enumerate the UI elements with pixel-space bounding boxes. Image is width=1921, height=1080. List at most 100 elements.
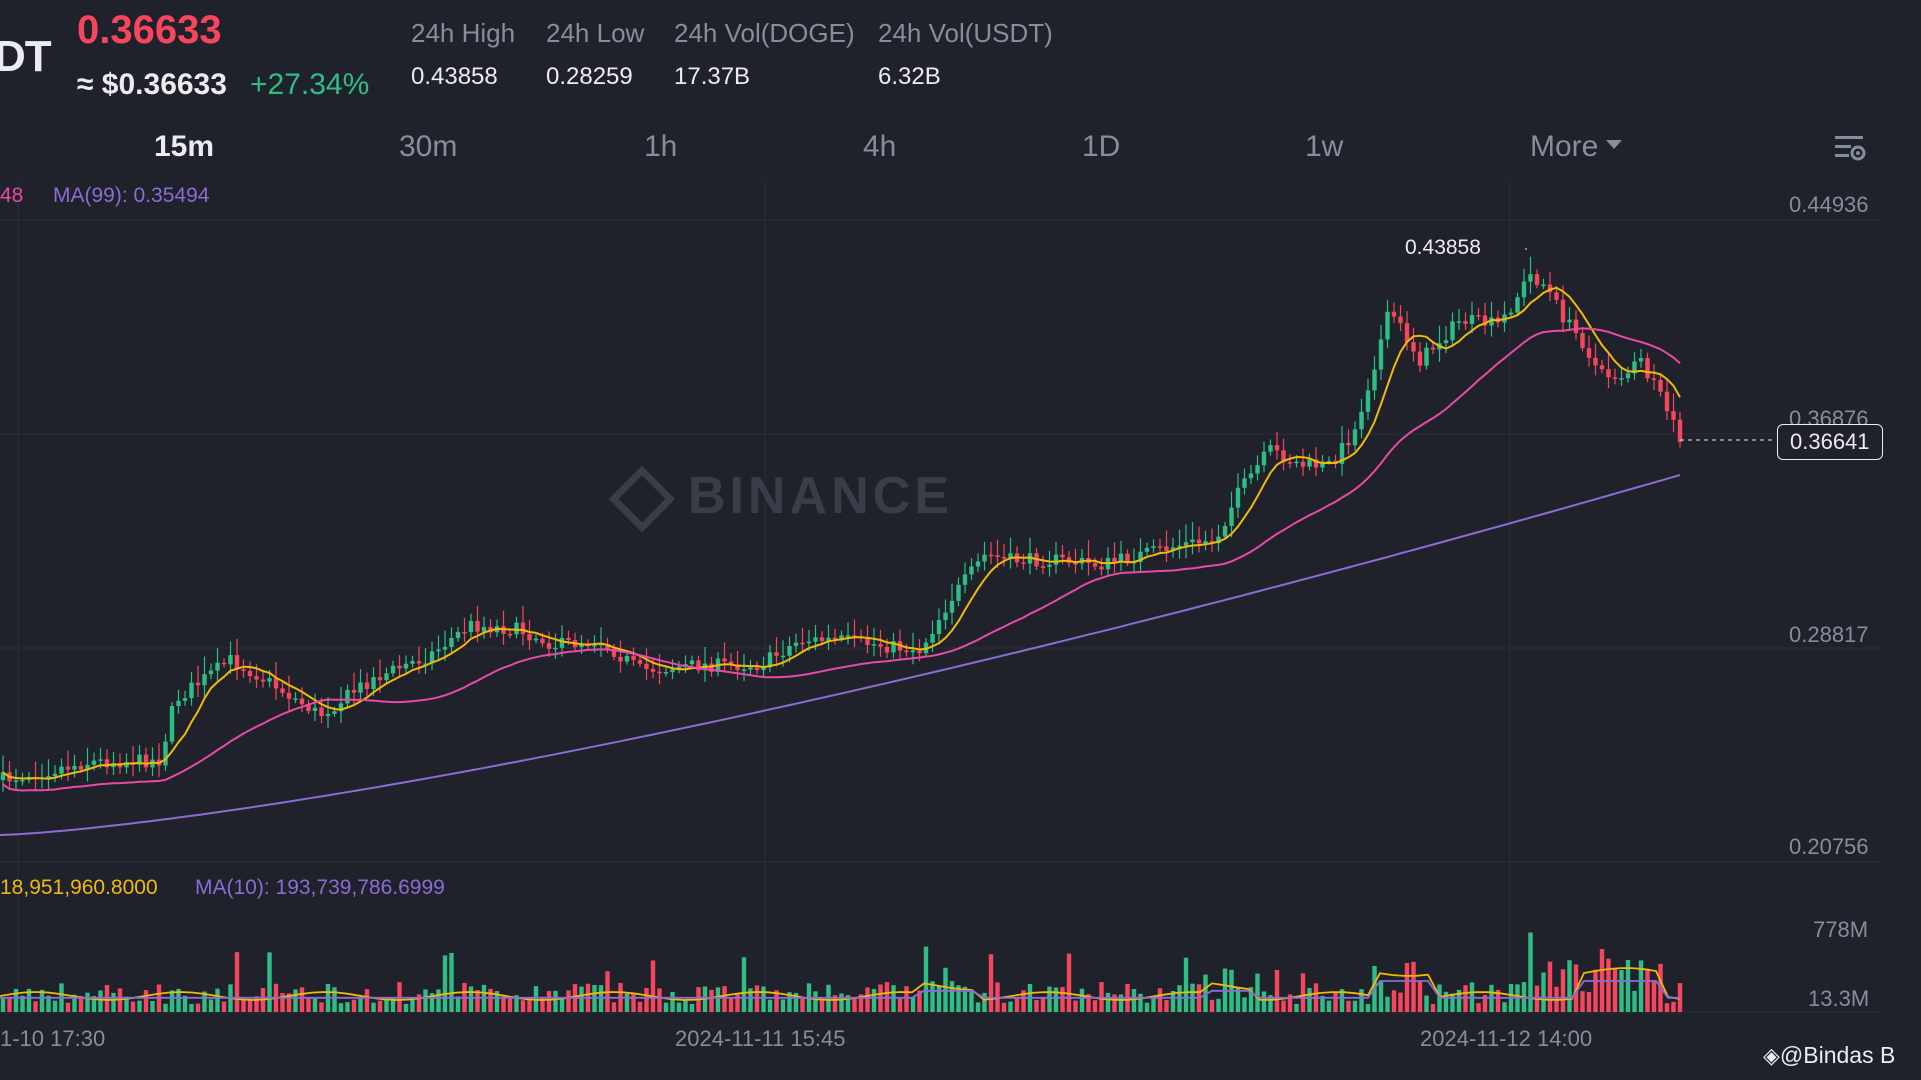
candle-body: [709, 663, 714, 672]
candle-body: [871, 644, 877, 646]
volume-bar: [663, 1002, 669, 1012]
volume-bar: [1346, 1000, 1351, 1012]
volume-bar: [1528, 932, 1533, 1012]
volume-bar: [546, 991, 552, 1012]
volume-bar: [91, 995, 97, 1012]
candle-body: [104, 759, 110, 768]
candle-body: [1222, 525, 1228, 537]
candle-body: [1196, 539, 1202, 544]
tab-30m[interactable]: 30m: [399, 130, 458, 163]
candle-body: [1235, 487, 1241, 508]
candle-body: [1151, 546, 1156, 548]
volume-bar: [813, 991, 818, 1012]
volume-bar: [1105, 992, 1111, 1012]
time-axis-label: 2024-11-11 15:45: [675, 1026, 846, 1051]
candle-body: [1326, 460, 1332, 463]
candle-body: [1261, 451, 1267, 466]
candle-body: [969, 566, 974, 575]
candle-body: [1586, 348, 1592, 358]
candle-body: [1554, 292, 1559, 300]
volume-bar: [553, 990, 558, 1012]
volume-bar: [169, 990, 175, 1012]
candle-body: [91, 760, 97, 765]
pair-name[interactable]: DT: [0, 32, 52, 81]
candle-body: [1411, 342, 1416, 352]
candle-body: [195, 682, 201, 686]
candle-body: [215, 662, 220, 671]
tab-4h[interactable]: 4h: [863, 130, 897, 163]
candle-body: [1521, 281, 1527, 298]
candle-body: [1144, 547, 1150, 552]
candle-body: [657, 671, 662, 674]
binance-logo-icon: ◈: [1763, 1043, 1780, 1068]
volume-bar: [234, 952, 240, 1012]
candle-body: [605, 643, 610, 649]
volume-bar: [78, 995, 84, 1012]
volume-bar: [436, 989, 441, 1012]
candle-body: [1625, 373, 1631, 379]
volume-bar: [1398, 992, 1403, 1012]
volume-bar: [286, 993, 292, 1012]
candle-body: [397, 665, 402, 669]
candle-body: [832, 637, 838, 640]
volume-bar: [1365, 1003, 1371, 1012]
candle-body: [59, 766, 64, 774]
candle-body: [1118, 553, 1124, 562]
tab-1w[interactable]: 1w: [1305, 130, 1344, 163]
volume-bar: [124, 996, 129, 1012]
candle-body: [1534, 274, 1540, 285]
watermark-logo-icon: [608, 465, 676, 533]
volume-bar: [780, 999, 786, 1012]
volume-bar: [1638, 960, 1644, 1012]
candle-body: [1463, 321, 1468, 324]
tab-more[interactable]: More: [1530, 130, 1623, 164]
stat-value: 0.43858: [411, 63, 498, 90]
candle-body: [1658, 380, 1663, 392]
tab-1d[interactable]: 1D: [1082, 130, 1121, 163]
candle-body: [137, 754, 142, 765]
tab-1h[interactable]: 1h: [644, 130, 678, 163]
author-credit: ◈@Bindas B: [1763, 1042, 1895, 1069]
change-percent: +27.34%: [250, 68, 370, 101]
candle-body: [449, 638, 454, 647]
candle-body: [1391, 311, 1397, 317]
volume-bar: [20, 995, 25, 1012]
volume-bar: [1079, 988, 1085, 1012]
candle-body: [839, 635, 844, 639]
candle-body: [767, 652, 773, 668]
volume-bar: [1541, 972, 1546, 1012]
candle-body: [1352, 429, 1358, 446]
volume-bar: [494, 991, 500, 1012]
candle-body: [338, 703, 344, 712]
volume-bar: [1619, 970, 1624, 1012]
volume-bar: [839, 993, 844, 1012]
candle-body: [663, 672, 669, 674]
candle-body: [1268, 445, 1273, 452]
candle-body: [1476, 315, 1481, 317]
volume-bar: [1391, 990, 1397, 1012]
candle-body: [891, 641, 896, 653]
volume-bar: [1339, 989, 1345, 1012]
candle-body: [234, 655, 240, 670]
volume-bar: [1482, 994, 1488, 1012]
volume-bar: [1203, 974, 1208, 1012]
volume-bar: [371, 1002, 376, 1012]
volume-bar: [403, 1003, 409, 1012]
volume-bar: [1359, 989, 1364, 1012]
volume-bar: [858, 994, 864, 1012]
volume-bar: [488, 988, 493, 1012]
candle-body: [0, 772, 6, 780]
volume-bar: [1034, 1000, 1039, 1012]
volume-bar: [1378, 981, 1384, 1012]
candle-body: [403, 663, 409, 669]
volume-bar: [98, 990, 103, 1012]
candle-body: [13, 780, 19, 782]
chart-settings-icon[interactable]: [1833, 131, 1867, 165]
volume-bar: [1450, 993, 1455, 1012]
tab-15m[interactable]: 15m: [154, 130, 215, 163]
candle-body: [345, 689, 350, 704]
volume-bar: [46, 995, 51, 1012]
candle-body: [468, 620, 474, 633]
stat-24h-low: 24h Low 0.28259: [546, 18, 644, 91]
